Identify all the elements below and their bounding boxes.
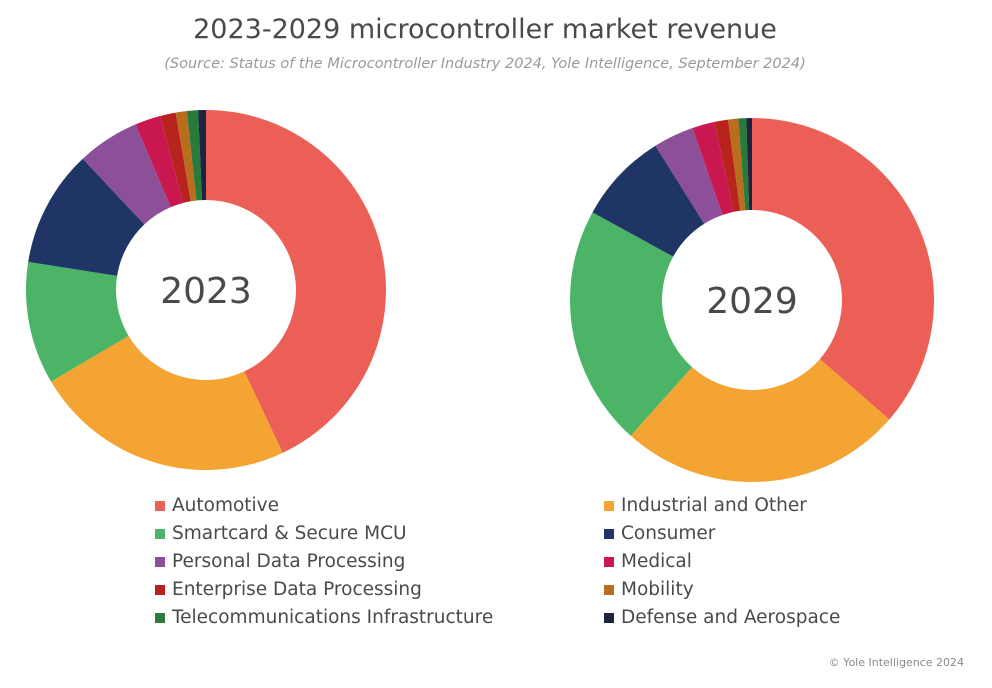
legend-swatch xyxy=(604,500,614,511)
slice-2023-telecommunications-infrastructure xyxy=(186,110,203,201)
copyright: © Yole Intelligence 2024 xyxy=(828,656,964,669)
legend-item: Medical xyxy=(604,551,692,572)
slice-2029-enterprise-data-processing xyxy=(714,119,741,212)
donut-center-label-2029: 2029 xyxy=(706,281,798,322)
slice-2023-mobility xyxy=(175,111,197,202)
legend-label: Enterprise Data Processing xyxy=(172,579,422,600)
legend-swatch xyxy=(604,612,614,623)
legend-item: Personal Data Processing xyxy=(155,551,405,572)
slice-2023-consumer xyxy=(28,158,145,276)
legend-label: Industrial and Other xyxy=(621,495,807,516)
legend-item: Telecommunications Infrastructure xyxy=(155,607,493,628)
legend-label: Consumer xyxy=(621,523,716,544)
legend-swatch xyxy=(155,612,165,623)
legend-swatch xyxy=(604,556,614,567)
slice-2029-consumer xyxy=(592,145,705,257)
slice-2023-medical xyxy=(135,115,184,208)
slice-2029-medical xyxy=(692,121,734,215)
slice-2029-telecommunications-infrastructure xyxy=(738,118,750,211)
donut-center-label-2023: 2023 xyxy=(160,271,252,312)
legend-label: Medical xyxy=(621,551,692,572)
slice-2029-defense-and-aerospace xyxy=(746,118,752,211)
legend-item: Consumer xyxy=(604,523,715,544)
slice-2023-enterprise-data-processing xyxy=(160,112,191,203)
legend-item: Automotive xyxy=(155,495,279,516)
legend-item: Enterprise Data Processing xyxy=(155,579,422,600)
legend-swatch xyxy=(604,528,614,539)
slice-2023-personal-data-processing xyxy=(82,124,171,225)
slice-2029-industrial-and-other xyxy=(630,359,890,482)
chart-subtitle: (Source: Status of the Microcontroller I… xyxy=(164,56,806,72)
legend-swatch xyxy=(604,584,614,595)
legend-label: Personal Data Processing xyxy=(172,551,406,572)
legend-label: Telecommunications Infrastructure xyxy=(172,607,494,628)
legend-swatch xyxy=(155,528,165,539)
slice-2023-smartcard-secure-mcu xyxy=(26,261,129,382)
legend-item: Mobility xyxy=(604,579,694,600)
legend-label: Mobility xyxy=(621,579,694,600)
legend-item: Industrial and Other xyxy=(604,495,807,516)
slice-2029-personal-data-processing xyxy=(655,127,723,224)
chart-title: 2023-2029 microcontroller market revenue xyxy=(193,14,777,45)
legend-label: Smartcard & Secure MCU xyxy=(172,523,407,544)
legend-swatch xyxy=(155,556,165,567)
slice-2029-smartcard-secure-mcu xyxy=(570,212,693,436)
slice-2023-defense-and-aerospace xyxy=(198,110,206,201)
legend-swatch xyxy=(155,584,165,595)
slice-2029-automotive xyxy=(752,118,935,420)
slice-2029-mobility xyxy=(728,118,746,211)
legend-label: Defense and Aerospace xyxy=(621,607,841,628)
legend-item: Smartcard & Secure MCU xyxy=(155,523,407,544)
legend-label: Automotive xyxy=(172,495,280,516)
slice-2023-automotive xyxy=(206,110,387,453)
legend-item: Defense and Aerospace xyxy=(604,607,840,628)
legend-swatch xyxy=(155,500,165,511)
slice-2023-industrial-and-other xyxy=(51,335,283,471)
